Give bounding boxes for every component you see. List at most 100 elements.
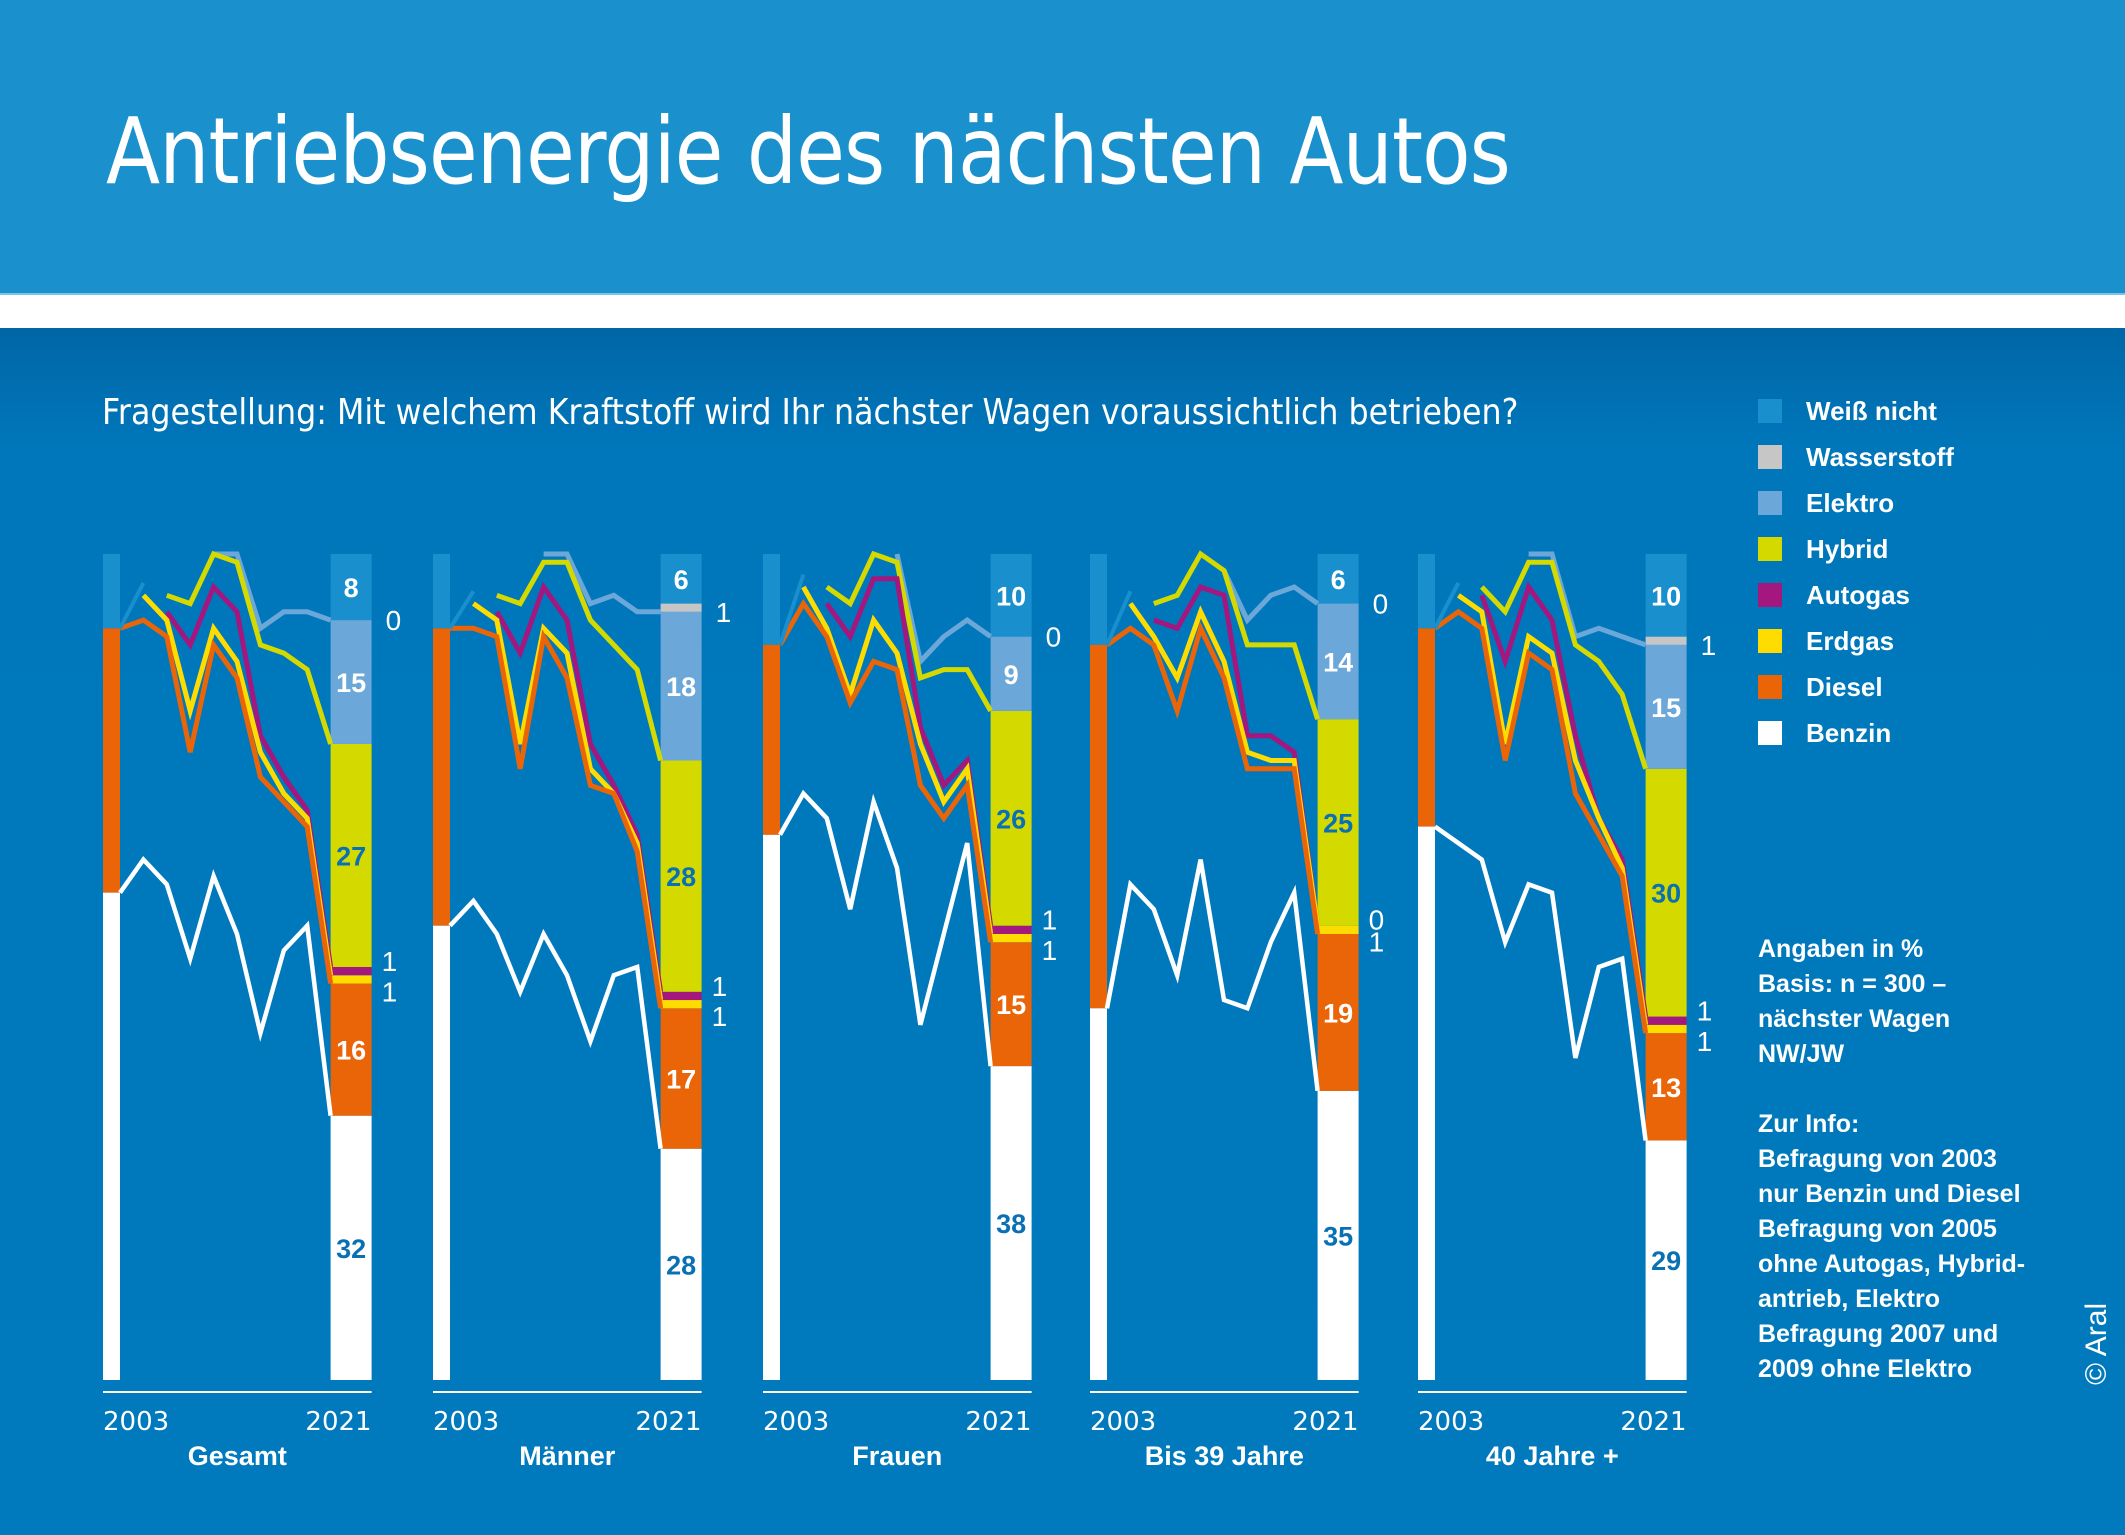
value-label-elektro: 18 bbox=[666, 672, 696, 702]
line-diesel bbox=[1105, 621, 1321, 935]
header-divider bbox=[0, 293, 2125, 330]
bar-2003-weiss-nicht bbox=[763, 554, 780, 645]
bar-2021-elektro bbox=[990, 636, 1032, 711]
bar-2021-autogas bbox=[330, 967, 372, 976]
panel-label: 40 Jahre + bbox=[1486, 1441, 1619, 1471]
bar-2021-benzin bbox=[1317, 1090, 1359, 1380]
header-bar: Antriebsenergie des nächsten Autos bbox=[0, 0, 2125, 293]
x-tick-label: 2003 bbox=[763, 1407, 829, 1437]
value-label-elektro: 14 bbox=[1323, 647, 1353, 677]
line-erdgas bbox=[141, 593, 334, 976]
line-elektro bbox=[543, 551, 661, 615]
bar-2021-wasserstoff bbox=[660, 603, 702, 612]
bar-2021-hybrid bbox=[660, 760, 702, 992]
legend-label: Hybrid bbox=[1806, 533, 1889, 564]
bar-2003-weiss-nicht bbox=[433, 554, 450, 629]
value-label-diesel: 16 bbox=[336, 1036, 366, 1066]
note-line: nur Benzin und Diesel bbox=[1758, 1180, 2021, 1208]
legend-swatch bbox=[1758, 675, 1782, 699]
line-autogas bbox=[1479, 581, 1649, 1017]
bar-2003-diesel bbox=[763, 644, 780, 835]
note-line: Befragung 2007 und bbox=[1758, 1320, 1999, 1348]
legend-swatch bbox=[1758, 537, 1782, 561]
bar-2021-autogas bbox=[990, 925, 1032, 934]
x-tick-label: 2021 bbox=[305, 1407, 371, 1437]
value-label-autogas: 0 bbox=[1369, 905, 1385, 936]
value-label-autogas: 1 bbox=[712, 971, 728, 1002]
bar-2021-erdgas bbox=[660, 1000, 702, 1009]
legend-label: Autogas bbox=[1806, 579, 1910, 610]
line-diesel bbox=[777, 598, 994, 943]
bar-2021-diesel bbox=[1645, 1033, 1687, 1141]
value-label-diesel: 19 bbox=[1323, 998, 1353, 1028]
legend-item-wasserstoff: Wasserstoff bbox=[1758, 434, 1954, 480]
bar-2021-autogas bbox=[1645, 1016, 1687, 1025]
value-label-diesel: 17 bbox=[666, 1065, 696, 1095]
bar-2021-hybrid bbox=[1645, 768, 1687, 1017]
legend-item-erdgas: Erdgas bbox=[1758, 618, 1954, 664]
panel-label: Frauen bbox=[852, 1441, 942, 1471]
value-label-benzin: 38 bbox=[996, 1209, 1026, 1239]
bar-2021-elektro bbox=[330, 620, 372, 744]
bar-2021-erdgas bbox=[330, 975, 372, 984]
line-autogas bbox=[1152, 583, 1321, 927]
legend-swatch bbox=[1758, 491, 1782, 515]
line-weiss-nicht bbox=[1105, 590, 1133, 646]
bar-2003-weiss-nicht bbox=[1090, 554, 1107, 645]
line-weiss-nicht bbox=[448, 590, 476, 630]
value-label-autogas: 1 bbox=[382, 946, 398, 977]
legend-item-autogas: Autogas bbox=[1758, 572, 1954, 618]
panel-label: Gesamt bbox=[188, 1441, 287, 1471]
line-weiss-nicht bbox=[778, 574, 806, 646]
line-hybrid bbox=[165, 550, 333, 745]
bar-2003-benzin bbox=[763, 834, 780, 1380]
value-label-diesel: 15 bbox=[996, 990, 1026, 1020]
value-label-erdgas: 1 bbox=[1042, 935, 1058, 966]
legend-swatch bbox=[1758, 445, 1782, 469]
line-benzin bbox=[1433, 824, 1648, 1141]
value-label-weiss-nicht: 6 bbox=[674, 565, 689, 595]
legend-swatch bbox=[1758, 721, 1782, 745]
value-label-weiss-nicht: 10 bbox=[996, 581, 1026, 611]
bar-2021-elektro bbox=[1317, 603, 1359, 720]
notes-unit: Angaben in % Basis: n = 300 – nächster Wag… bbox=[1758, 932, 2025, 1072]
legend-item-weiss-nicht: Weiß nicht bbox=[1758, 388, 1954, 434]
bar-2003-benzin bbox=[1090, 1008, 1107, 1380]
line-hybrid bbox=[1479, 559, 1648, 770]
value-label-diesel: 13 bbox=[1651, 1073, 1681, 1103]
line-erdgas bbox=[1128, 602, 1321, 927]
value-label-hybrid: 28 bbox=[666, 862, 696, 892]
x-tick-label: 2003 bbox=[1090, 1407, 1156, 1437]
value-label-elektro: 15 bbox=[336, 668, 366, 698]
bar-2021-weiss-nicht bbox=[1317, 554, 1359, 604]
line-benzin bbox=[448, 897, 663, 1149]
value-label-benzin: 32 bbox=[336, 1234, 366, 1264]
bar-2021-elektro bbox=[1645, 644, 1687, 769]
legend-label: Erdgas bbox=[1806, 625, 1895, 656]
line-diesel bbox=[450, 625, 664, 1009]
value-label-erdgas: 1 bbox=[712, 1001, 728, 1032]
value-label-wasserstoff: 0 bbox=[1046, 622, 1062, 653]
value-label-wasserstoff: 1 bbox=[716, 597, 732, 628]
bar-2021-weiss-nicht bbox=[1645, 554, 1687, 637]
bar-2021-hybrid bbox=[330, 743, 372, 967]
line-erdgas bbox=[801, 585, 994, 935]
bar-2003-benzin bbox=[1418, 826, 1435, 1380]
page-title: Antriebsenergie des nächsten Autos bbox=[106, 98, 1511, 205]
value-label-erdgas: 1 bbox=[1697, 1026, 1713, 1057]
line-benzin bbox=[118, 856, 333, 1116]
value-label-wasserstoff: 0 bbox=[1373, 589, 1389, 620]
value-label-erdgas: 1 bbox=[382, 976, 398, 1007]
value-label-hybrid: 27 bbox=[336, 841, 366, 871]
line-hybrid bbox=[1152, 550, 1320, 720]
legend-item-diesel: Diesel bbox=[1758, 664, 1954, 710]
line-autogas bbox=[824, 576, 994, 927]
x-tick-label: 2021 bbox=[1620, 1407, 1686, 1437]
line-benzin bbox=[778, 789, 993, 1067]
bar-2003-benzin bbox=[433, 925, 450, 1380]
x-tick-label: 2021 bbox=[1292, 1407, 1358, 1437]
value-label-hybrid: 26 bbox=[996, 804, 1026, 834]
value-label-erdgas: 1 bbox=[1369, 927, 1385, 958]
value-label-elektro: 9 bbox=[1004, 660, 1019, 690]
